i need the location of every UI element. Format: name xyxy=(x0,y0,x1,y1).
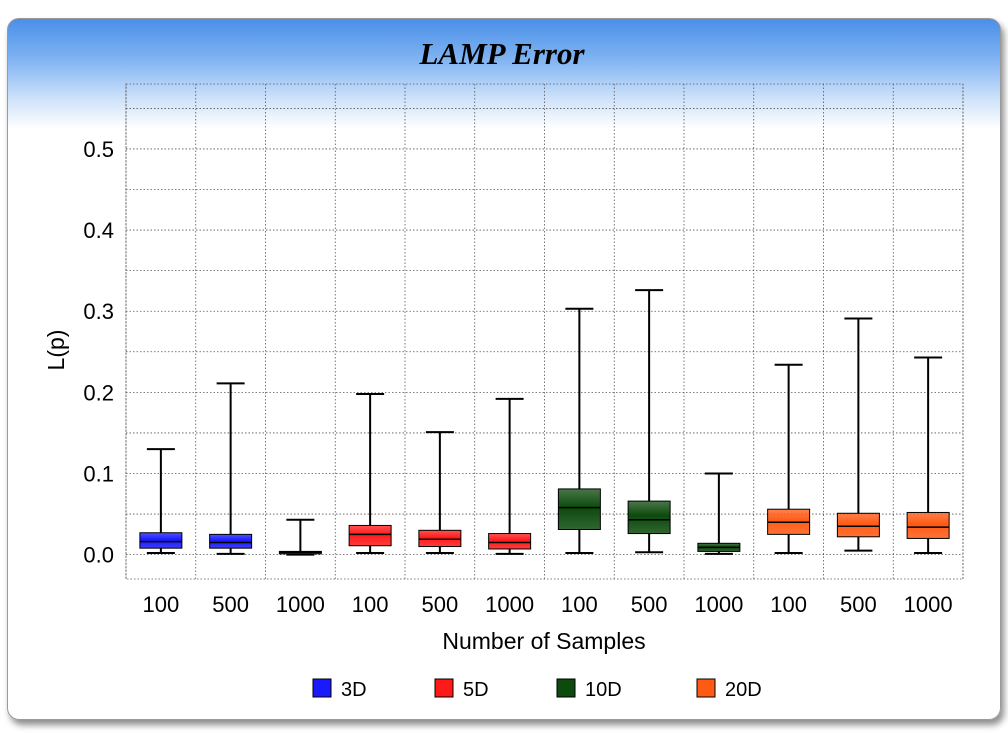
box-3D-500 xyxy=(209,382,253,555)
box-3D-1000 xyxy=(278,518,322,556)
box-20D-1000 xyxy=(906,356,950,555)
legend-label: 3D xyxy=(341,679,367,701)
box-5D-100 xyxy=(348,392,392,555)
box-10D-100 xyxy=(557,307,601,555)
y-tick-label: 0.0 xyxy=(83,543,114,568)
x-tick-label: 100 xyxy=(561,592,598,617)
box-body xyxy=(139,532,183,549)
x-tick-label: 500 xyxy=(840,592,877,617)
legend-swatch xyxy=(696,678,716,698)
box-body xyxy=(627,500,671,535)
legend-item-10D: 10D xyxy=(556,678,622,701)
y-axis-ticks: 0.0 0.1 0.2 0.3 0.4 0.5 xyxy=(83,137,114,568)
legend-label: 10D xyxy=(585,679,622,701)
x-axis-label: Number of Samples xyxy=(442,628,645,654)
chart-card: LAMP Error 0.0 0.1 0.2 0.3 0.4 0.5 100 500 1000… xyxy=(7,18,1001,720)
x-tick-label: 500 xyxy=(631,592,668,617)
x-tick-label: 100 xyxy=(770,592,807,617)
x-tick-label: 1000 xyxy=(485,592,534,617)
legend-swatch xyxy=(556,678,576,698)
x-tick-label: 100 xyxy=(143,592,180,617)
y-axis-label: L(p) xyxy=(43,330,69,371)
x-tick-label: 500 xyxy=(212,592,249,617)
box-5D-500 xyxy=(418,431,462,555)
box-5D-1000 xyxy=(488,397,532,555)
box-body xyxy=(418,529,462,548)
box-3D-100 xyxy=(139,448,183,555)
x-tick-label: 1000 xyxy=(276,592,325,617)
box-20D-500 xyxy=(836,317,880,552)
chart-title: LAMP Error xyxy=(418,36,585,71)
legend-swatch xyxy=(312,678,332,698)
legend: 3D 5D 10D 20D xyxy=(312,678,762,701)
y-tick-label: 0.4 xyxy=(83,218,114,243)
box-10D-1000 xyxy=(697,472,741,555)
box-body xyxy=(836,512,880,538)
x-tick-label: 1000 xyxy=(904,592,953,617)
box-plot-chart: LAMP Error 0.00.10.20.30.40.5 100 500 1000… xyxy=(43,36,964,701)
legend-label: 20D xyxy=(725,679,762,701)
y-tick-label: 0.3 xyxy=(83,299,114,324)
x-tick-label: 100 xyxy=(352,592,389,617)
x-tick-label: 500 xyxy=(422,592,459,617)
legend-item-3D: 3D xyxy=(312,678,367,701)
legend-item-5D: 5D xyxy=(434,678,489,701)
y-tick-label: 0.1 xyxy=(83,462,114,487)
y-tick-label: 0.5 xyxy=(83,137,114,162)
box-body xyxy=(906,511,950,539)
x-axis-ticks: 100 500 1000 100 500 1000 100 500 1000 100 500 1000 xyxy=(143,592,953,617)
grid-lines xyxy=(125,83,964,580)
box-20D-100 xyxy=(767,363,811,555)
y-tick-label: 0.2 xyxy=(83,380,114,405)
box-body xyxy=(348,524,392,547)
legend-swatch xyxy=(434,678,454,698)
x-tick-label: 1000 xyxy=(694,592,743,617)
box-body xyxy=(488,533,532,550)
box-10D-500 xyxy=(627,289,671,554)
legend-item-20D: 20D xyxy=(696,678,762,701)
box-body xyxy=(557,488,601,531)
box-body xyxy=(209,533,253,549)
box-layer xyxy=(139,289,950,556)
legend-label: 5D xyxy=(463,679,489,701)
